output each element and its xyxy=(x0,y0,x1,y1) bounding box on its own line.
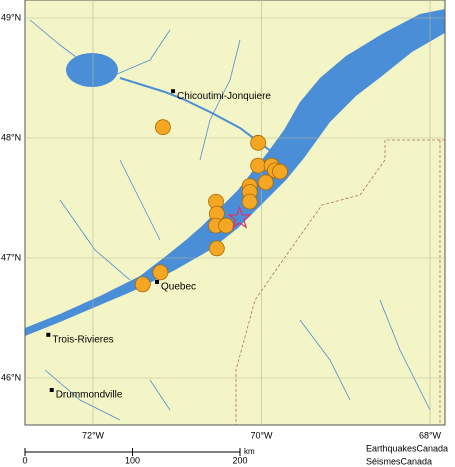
st-lawrence xyxy=(25,9,445,336)
scale-label: 100 xyxy=(125,455,140,465)
city-label: Drummondville xyxy=(56,390,123,401)
city-marker xyxy=(171,89,176,94)
earthquake xyxy=(218,217,235,234)
lake xyxy=(66,53,118,87)
frame xyxy=(24,0,446,426)
lon-label: 72°W xyxy=(82,430,105,440)
saguenay xyxy=(119,77,273,153)
rivers xyxy=(29,19,431,421)
earthquake xyxy=(272,163,288,180)
credit: EarthquakesCanada xyxy=(366,443,448,453)
lon-label: 70°W xyxy=(250,430,273,440)
basemap xyxy=(25,0,445,425)
lon-label: 68°W xyxy=(419,430,442,440)
earthquake xyxy=(250,134,267,151)
city-label: Quebec xyxy=(161,282,196,293)
border xyxy=(235,139,445,425)
scale-label: 0 xyxy=(22,455,27,465)
earthquake xyxy=(257,174,274,191)
city-marker xyxy=(49,388,54,392)
lat-label: 49°N xyxy=(1,12,21,22)
lat-label: 46°N xyxy=(1,372,21,382)
earthquake xyxy=(134,276,151,293)
scale-unit: km xyxy=(244,447,255,456)
city-marker xyxy=(155,280,160,284)
lat-label: 48°N xyxy=(1,132,21,142)
lat-label: 47°N xyxy=(1,252,21,262)
credit: SéismesCanada xyxy=(366,456,432,466)
overlay: Chicoutimi-Jonquiere Quebec Trois-Rivieres… xyxy=(25,0,445,425)
epicenter xyxy=(227,205,252,229)
earthquake xyxy=(250,157,267,174)
earthquake xyxy=(155,119,171,136)
earthquake xyxy=(241,193,258,210)
city-label: Chicoutimi-Jonquiere xyxy=(177,91,271,102)
city-marker xyxy=(46,332,51,337)
earthquake xyxy=(208,240,225,257)
scale-label: 200 xyxy=(232,455,247,465)
earthquake xyxy=(152,264,169,281)
city-label: Trois-Rivieres xyxy=(52,334,113,345)
